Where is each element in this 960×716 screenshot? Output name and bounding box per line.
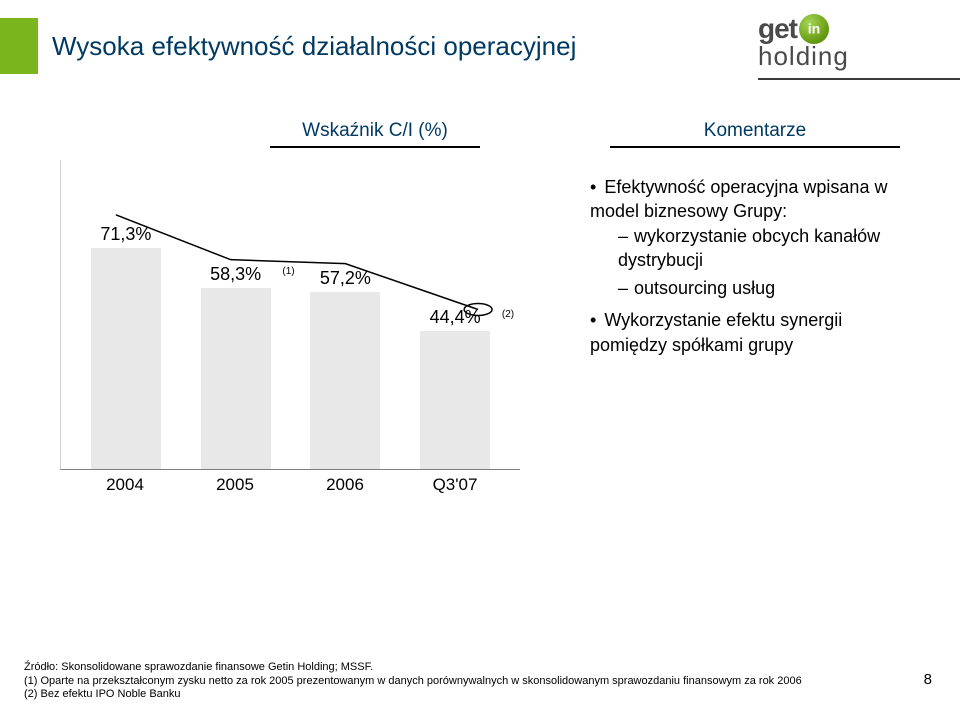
- comments-title: Komentarze: [610, 120, 900, 148]
- ci-ratio-chart: 71,3%58,3%(1)57,2%44,4%(2) 200420052006Q…: [60, 160, 520, 500]
- header-accent: [0, 18, 38, 74]
- bar-footnote-ref: (2): [502, 309, 514, 320]
- chart-bar: 71,3%: [91, 248, 161, 469]
- bar-footnote-ref: (1): [282, 266, 294, 277]
- section-left: Wskaźnik C/I (%): [0, 120, 520, 148]
- logo-text-holding: holding: [758, 41, 849, 72]
- comment-sublist: wykorzystanie obcych kanałów dystrybucji…: [618, 224, 910, 301]
- page-number: 8: [924, 671, 932, 688]
- page-title: Wysoka efektywność działalności operacyj…: [52, 31, 576, 62]
- header: Wysoka efektywność działalności operacyj…: [0, 18, 580, 74]
- header-body: Wysoka efektywność działalności operacyj…: [46, 18, 580, 74]
- chart-bar: 58,3%(1): [201, 288, 271, 469]
- comment-subitem: wykorzystanie obcych kanałów dystrybucji: [618, 224, 910, 273]
- slide: Wysoka efektywność działalności operacyj…: [0, 0, 960, 716]
- x-axis-label: Q3'07: [420, 475, 490, 495]
- section-right: Komentarze: [520, 120, 960, 148]
- comments-block: Efektywność operacyjna wpisana w model b…: [590, 175, 910, 365]
- header-gap: [38, 18, 46, 74]
- logo: get holding: [758, 6, 938, 78]
- x-axis-label: 2004: [90, 475, 160, 495]
- chart-bar: 44,4%(2): [420, 331, 490, 469]
- chart-x-axis: 2004 2005 2006 Q3'07: [60, 470, 520, 500]
- x-axis-label: 2006: [310, 475, 380, 495]
- comment-text: Wykorzystanie efektu synergii pomiędzy s…: [590, 310, 842, 354]
- footer-line: (2) Bez efektu IPO Noble Banku: [24, 688, 936, 702]
- footer-source: Źródło: Skonsolidowane sprawozdanie fina…: [24, 661, 936, 702]
- comment-item: Wykorzystanie efektu synergii pomiędzy s…: [590, 308, 910, 357]
- section-headers: Wskaźnik C/I (%) Komentarze: [0, 120, 960, 148]
- chart-bars: 71,3%58,3%(1)57,2%44,4%(2): [61, 160, 520, 469]
- bar-value-label: 58,3%: [210, 264, 261, 285]
- chart-title: Wskaźnik C/I (%): [270, 120, 480, 148]
- bar-value-label: 71,3%: [100, 224, 151, 245]
- footer-line: (1) Oparte na przekształconym zysku nett…: [24, 675, 936, 689]
- logo-ball-icon: [799, 14, 829, 44]
- comments-list: Efektywność operacyjna wpisana w model b…: [590, 175, 910, 357]
- bar-value-label: 44,4%: [430, 307, 481, 328]
- chart-bar: 57,2%: [310, 292, 380, 469]
- logo-underline: [758, 78, 960, 80]
- comment-text: Efektywność operacyjna wpisana w model b…: [590, 177, 887, 221]
- x-axis-label: 2005: [200, 475, 270, 495]
- chart-plot-area: 71,3%58,3%(1)57,2%44,4%(2): [60, 160, 520, 470]
- footer-line: Źródło: Skonsolidowane sprawozdanie fina…: [24, 661, 936, 675]
- bar-value-label: 57,2%: [320, 268, 371, 289]
- comment-item: Efektywność operacyjna wpisana w model b…: [590, 175, 910, 300]
- comment-subitem: outsourcing usług: [618, 276, 910, 300]
